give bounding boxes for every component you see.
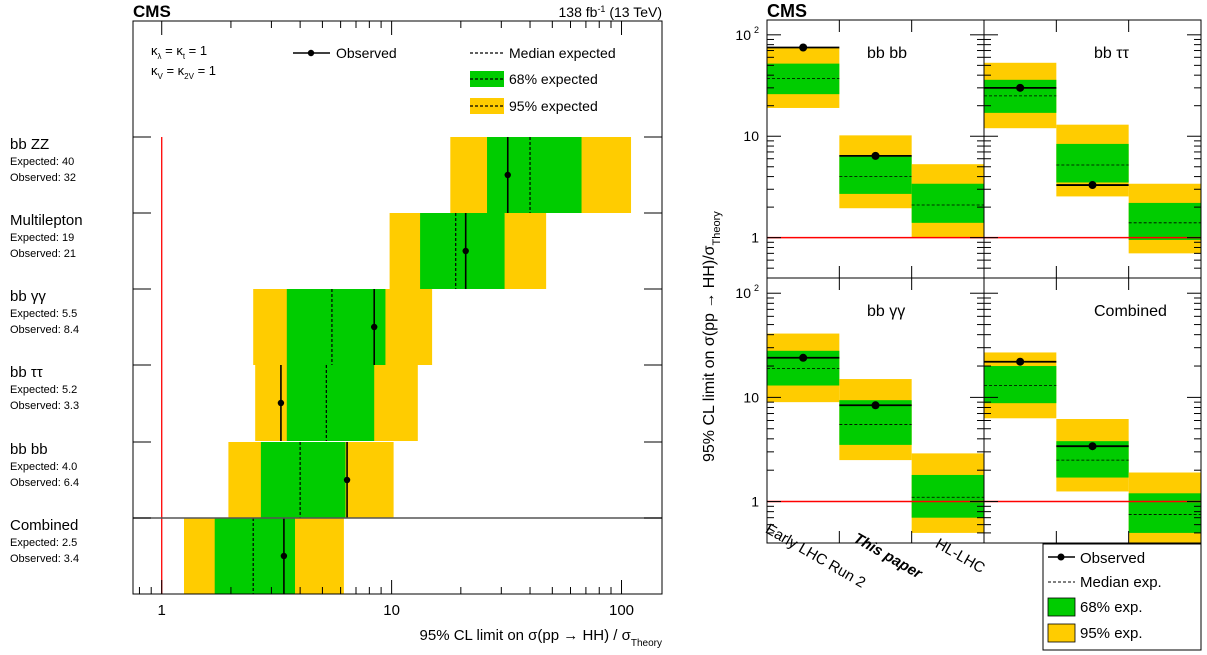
- row-name: bb γγ: [10, 288, 46, 305]
- x-tick-label: 100: [609, 602, 634, 619]
- band-68: [1056, 143, 1129, 183]
- legend-median-label: Median expected: [509, 45, 616, 61]
- row-observed: Observed: 3.3: [10, 400, 79, 412]
- right-legend-median-label: Median exp.: [1080, 574, 1162, 591]
- observed-point: [504, 171, 511, 179]
- right-legend-observed-marker: [1057, 553, 1065, 561]
- left-chart: 1 10 100 CMS 138 fb-1 (13 TeV) κλ = κt = 1…: [10, 2, 663, 649]
- y-tick-label: 10: [735, 27, 751, 43]
- x-tick-label: 1: [158, 602, 166, 619]
- right-cms-label: CMS: [767, 1, 807, 21]
- band-68: [1128, 202, 1201, 240]
- row-observed: Observed: 8.4: [10, 324, 79, 336]
- y-tick-label: 10: [743, 389, 759, 405]
- panel-frame: [983, 277, 1202, 544]
- right-legend-95-label: 95% exp.: [1080, 625, 1143, 642]
- row-observed: Observed: 32: [10, 172, 76, 184]
- band-68: [911, 183, 984, 223]
- band-68: [487, 137, 582, 213]
- panel-title: bb bb: [867, 45, 907, 62]
- x-tick-label: 10: [383, 602, 400, 619]
- row-expected: Expected: 4.0: [10, 461, 77, 473]
- row-expected: Expected: 5.5: [10, 308, 77, 320]
- scenario-label: HL-LHC: [932, 535, 988, 577]
- legend-68-label: 68% expected: [509, 71, 598, 87]
- band-68: [286, 289, 386, 365]
- y-tick-label: 1: [751, 230, 759, 246]
- left-conditions: κλ = κt = 1 κV = κ2V = 1: [151, 43, 216, 81]
- observed-point: [871, 401, 880, 410]
- band-68: [260, 442, 346, 518]
- observed-point: [1016, 357, 1025, 366]
- band-68: [286, 365, 375, 441]
- y-tick-label: 1: [751, 494, 759, 510]
- row-expected: Expected: 2.5: [10, 537, 77, 549]
- right-legend-68-label: 68% exp.: [1080, 599, 1143, 616]
- row-name: bb bb: [10, 441, 48, 458]
- row-observed: Observed: 6.4: [10, 477, 79, 489]
- observed-point: [799, 353, 808, 362]
- observed-point: [1088, 181, 1097, 190]
- left-ticks: 1 10 100: [133, 21, 662, 619]
- panel: Combined: [983, 277, 1202, 546]
- panel-title: bb ττ: [1094, 45, 1130, 62]
- row-name: bb ττ: [10, 364, 43, 381]
- observed-point: [280, 552, 288, 560]
- left-lines: [133, 137, 662, 594]
- y-tick-exponent: 2: [754, 25, 759, 35]
- row-name: Combined: [10, 517, 78, 534]
- observed-point: [277, 399, 285, 407]
- scenario-label: Early LHC Run 2: [762, 521, 868, 592]
- row-name: Multilepton: [10, 212, 83, 229]
- row-expected: Expected: 5.2: [10, 384, 77, 396]
- condition-label: κλ = κt = 1: [151, 43, 207, 61]
- left-bands: [184, 137, 632, 594]
- band-68: [1128, 493, 1201, 533]
- right-legend-observed-label: Observed: [1080, 550, 1145, 567]
- condition-label: κV = κ2V = 1: [151, 63, 216, 81]
- panel-title: Combined: [1094, 303, 1167, 320]
- left-row-labels: bb ZZ Expected: 40 Observed: 32 Multilepton…: [10, 136, 83, 565]
- left-lumi-label: 138 fb-1 (13 TeV): [559, 4, 663, 20]
- right-legend-68-swatch: [1047, 597, 1076, 617]
- left-cms-label: CMS: [133, 2, 171, 21]
- row-name: bb ZZ: [10, 136, 49, 153]
- left-x-axis-title: 95% CL limit on σ(pp → HH) / σTheory: [420, 627, 662, 649]
- observed-point: [462, 247, 469, 255]
- legend-95-label: 95% expected: [509, 98, 598, 114]
- row-observed: Observed: 21: [10, 248, 76, 260]
- y-tick-label: 10: [743, 128, 759, 144]
- observed-point: [1088, 442, 1097, 451]
- panel: bb ττ: [983, 19, 1202, 279]
- panel-title: bb γγ: [867, 303, 905, 320]
- band-68: [839, 156, 912, 194]
- left-plot-frame: [132, 20, 663, 595]
- legend-observed-label: Observed: [336, 45, 397, 61]
- left-legend: Observed Median expected 68% expected 95…: [293, 45, 616, 114]
- row-expected: Expected: 40: [10, 156, 74, 168]
- y-tick-label: 10: [735, 285, 751, 301]
- right-legend: Observed Median exp. 68% exp. 95% exp.: [1042, 543, 1202, 651]
- observed-point: [871, 151, 880, 160]
- legend-observed-marker: [307, 49, 315, 57]
- observed-point: [1016, 83, 1025, 92]
- right-y-axis-title: 95% CL limit on σ(pp → HH)/σTheory: [701, 211, 723, 462]
- row-observed: Observed: 3.4: [10, 553, 79, 565]
- band-68: [911, 474, 984, 518]
- observed-point: [343, 476, 351, 484]
- band-68: [420, 213, 505, 289]
- row-expected: Expected: 19: [10, 232, 74, 244]
- y-tick-exponent: 2: [754, 283, 759, 293]
- observed-point: [371, 323, 378, 331]
- observed-point: [799, 43, 808, 52]
- right-legend-95-swatch: [1047, 623, 1076, 643]
